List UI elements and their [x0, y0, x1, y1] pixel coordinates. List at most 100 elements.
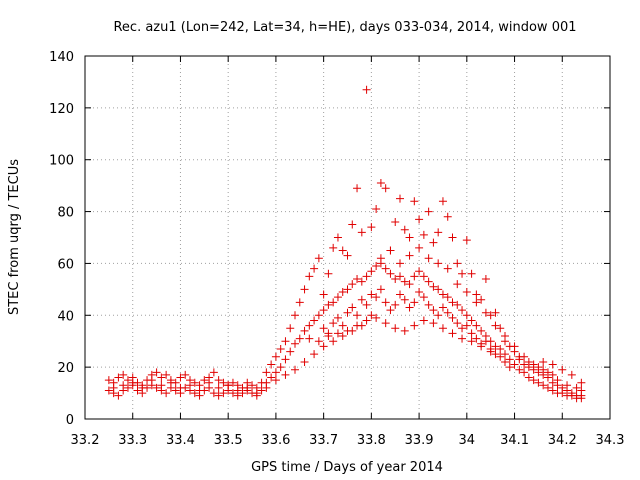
data-point — [419, 230, 428, 239]
data-point — [319, 306, 328, 315]
data-point — [486, 311, 495, 320]
data-point — [248, 381, 257, 390]
data-point — [577, 378, 586, 387]
data-point — [305, 321, 314, 330]
data-point — [462, 311, 471, 320]
data-point — [271, 352, 280, 361]
data-point — [524, 373, 533, 382]
data-point — [491, 321, 500, 330]
data-point — [357, 321, 366, 330]
data-point — [310, 350, 319, 359]
data-point — [209, 368, 218, 377]
data-point — [467, 329, 476, 338]
data-point — [195, 386, 204, 395]
data-point — [314, 254, 323, 263]
data-point — [424, 207, 433, 216]
data-point — [472, 321, 481, 330]
data-point — [257, 386, 266, 395]
data-point — [477, 326, 486, 335]
data-point — [520, 368, 529, 377]
data-point — [520, 352, 529, 361]
data-point — [262, 383, 271, 392]
data-point — [305, 334, 314, 343]
data-point — [548, 386, 557, 395]
x-tick-label: 33.5 — [214, 433, 243, 448]
data-point — [510, 360, 519, 369]
x-tick-label: 33.8 — [357, 433, 386, 448]
data-point — [119, 370, 128, 379]
data-point — [314, 311, 323, 320]
data-point — [353, 184, 362, 193]
data-point — [448, 313, 457, 322]
data-point — [338, 287, 347, 296]
data-point — [539, 357, 548, 366]
y-tick-label: 40 — [57, 309, 74, 324]
data-point — [333, 233, 342, 242]
x-tick-label: 34.1 — [500, 433, 529, 448]
data-point — [410, 272, 419, 281]
data-point — [319, 324, 328, 333]
data-point — [300, 357, 309, 366]
x-tick-label: 33.7 — [309, 433, 338, 448]
data-point — [419, 272, 428, 281]
data-point — [396, 290, 404, 299]
data-point — [548, 370, 557, 379]
data-point — [123, 383, 132, 392]
data-point — [372, 313, 381, 322]
data-point — [252, 389, 261, 398]
data-point — [438, 303, 447, 312]
data-point — [524, 357, 533, 366]
data-point — [563, 381, 572, 390]
data-point — [467, 316, 476, 325]
data-point — [415, 267, 424, 276]
data-point — [228, 378, 237, 387]
data-point — [577, 386, 586, 395]
data-point — [400, 277, 409, 286]
data-point — [162, 370, 171, 379]
data-point — [391, 300, 400, 309]
data-point — [281, 355, 290, 364]
data-point — [539, 365, 548, 374]
data-point — [319, 290, 328, 299]
data-point — [434, 285, 443, 294]
data-point — [372, 204, 381, 213]
data-point — [491, 350, 500, 359]
data-point — [505, 355, 514, 364]
data-point — [348, 280, 357, 289]
data-point — [481, 308, 490, 317]
data-point — [496, 344, 505, 353]
data-point — [329, 243, 338, 252]
data-point — [376, 285, 385, 294]
data-point — [400, 295, 409, 304]
data-point — [458, 334, 467, 343]
y-tick-label: 100 — [49, 154, 74, 169]
data-point — [367, 267, 376, 276]
data-point — [529, 376, 538, 385]
data-point — [405, 251, 414, 260]
data-point — [286, 324, 295, 333]
data-point — [162, 389, 171, 398]
data-point — [553, 376, 562, 385]
data-point — [171, 386, 180, 395]
data-point — [291, 339, 299, 348]
y-tick-label: 60 — [57, 257, 74, 272]
data-point — [424, 254, 433, 263]
data-point — [453, 259, 462, 268]
data-point — [357, 228, 366, 237]
data-point — [381, 298, 390, 307]
data-point — [372, 262, 381, 271]
data-point — [539, 381, 548, 390]
data-point — [324, 269, 333, 278]
data-point — [219, 378, 228, 387]
y-tick-label: 120 — [49, 102, 74, 117]
data-point — [348, 303, 357, 312]
data-point — [267, 360, 276, 369]
data-point — [472, 334, 481, 343]
data-point — [281, 370, 290, 379]
data-point — [209, 389, 218, 398]
data-point — [543, 368, 552, 377]
data-point — [262, 368, 271, 377]
data-point — [443, 293, 452, 302]
data-points — [104, 85, 586, 403]
data-point — [438, 324, 447, 333]
